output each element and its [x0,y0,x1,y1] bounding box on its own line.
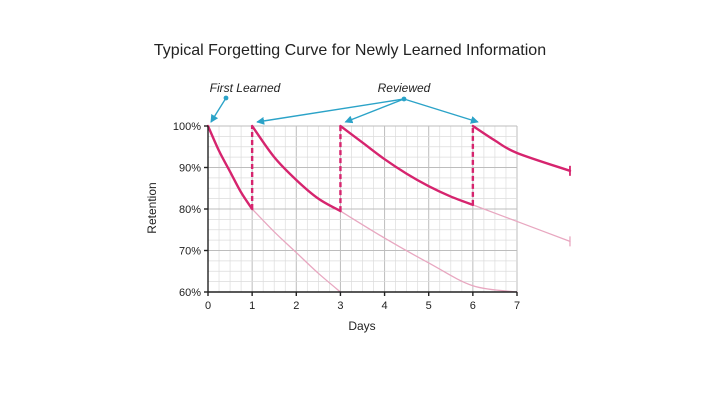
y-tick-label: 80% [179,204,201,216]
x-tick-label: 5 [426,300,432,312]
grid [207,125,518,293]
annotation-arrow [403,98,479,124]
y-tick-labels: 60% 70% 80% 90% 100% [173,121,208,299]
faded-decay-curve [251,208,342,293]
retention-curve-segment [250,124,342,213]
x-axis-title: Days [348,319,375,333]
annotation-arrow [344,98,405,124]
faded-decay-curve [472,204,571,243]
x-tick-label: 7 [514,300,520,312]
x-tick-label: 1 [249,300,255,312]
x-tick-label: 3 [337,300,343,312]
x-tick-label: 0 [205,300,211,312]
annotation-label: Reviewed [378,81,431,95]
x-tick-label: 4 [382,300,388,312]
y-tick-label: 90% [179,163,201,175]
y-axis-title: Retention [145,182,159,233]
retention-curve-segment [471,124,572,173]
retention-curve-segment [206,124,254,211]
faded-decay-curve [339,210,518,293]
x-tick-label: 6 [470,300,476,312]
review-jump-layer [250,126,475,212]
retention-curve-segment [339,124,475,207]
y-tick-label: 100% [173,121,201,133]
y-tick-label: 70% [179,246,201,258]
annotation-arrow [256,98,405,125]
y-tick-label: 60% [179,287,201,299]
x-tick-label: 2 [293,300,299,312]
chart-title: Typical Forgetting Curve for Newly Learn… [154,42,546,59]
annotations: First Learned Reviewed [210,81,479,125]
faded-curve-layer [251,204,571,293]
retention-curve-layer [206,124,572,213]
x-tick-labels: 0 1 2 3 4 5 6 7 [205,292,520,312]
annotation-label: First Learned [210,81,281,95]
annotation-arrow [210,97,227,123]
